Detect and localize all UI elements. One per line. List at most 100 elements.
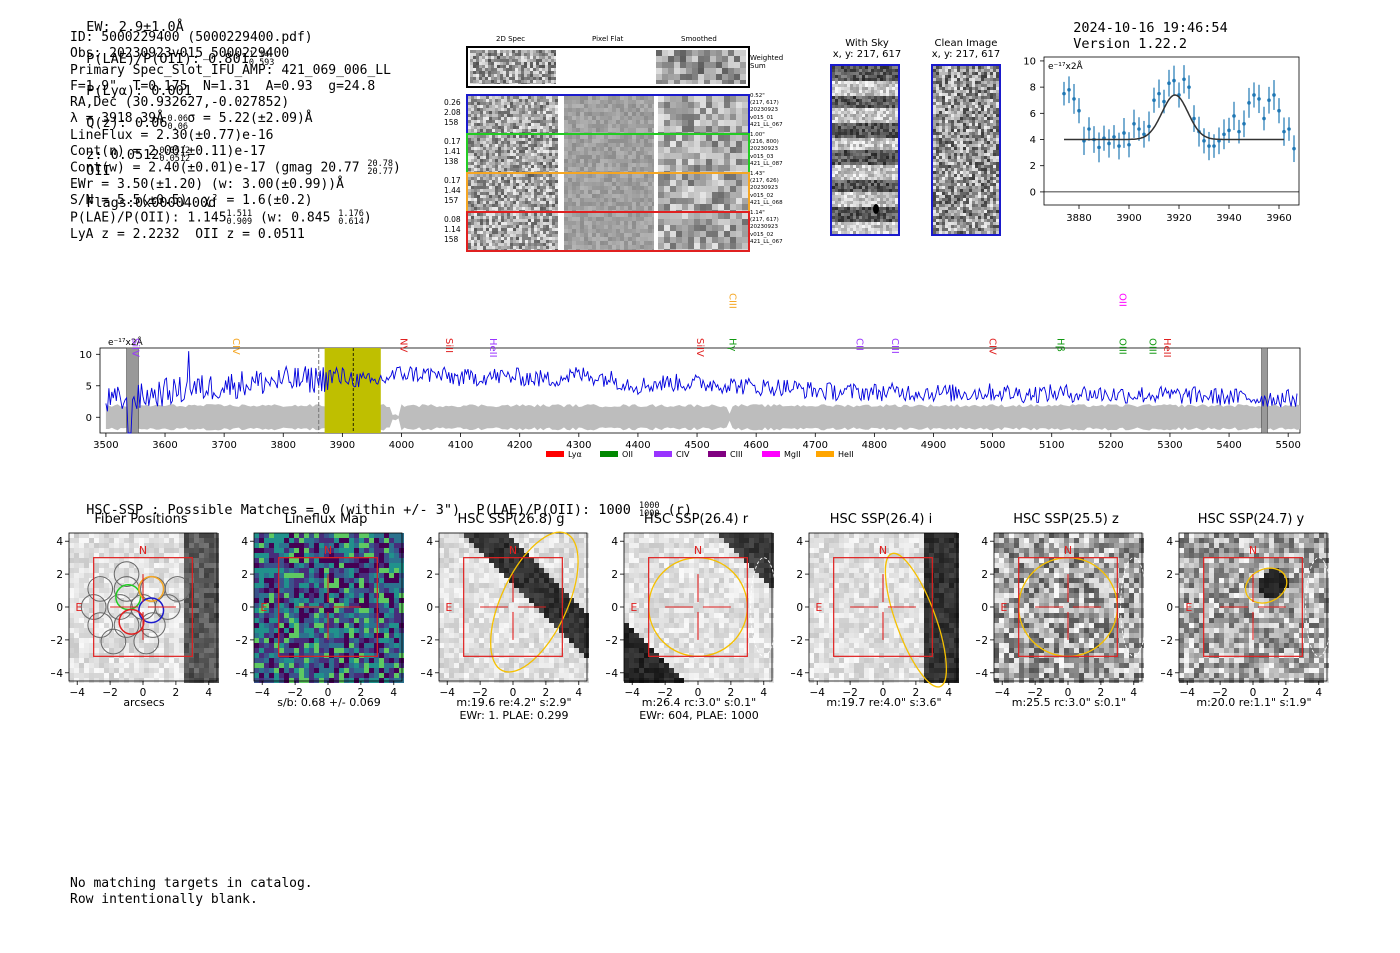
spec2d-weighted-smoothed [656,50,746,86]
hsc-xtick-label: −2 [1027,687,1042,699]
hsc-panel-4: HSC SSP(26.4) r N E −4 −4 −2 −2 0 0 2 2 4 4 m:26.4 rc… [606,512,786,724]
zoom-data-point [1112,135,1116,139]
info-block: ID: 5000229400 (5000229400.pdf) Obs: 202… [70,30,401,243]
hsc-ytick-label: 4 [611,536,618,548]
hsc-panel-6: HSC SSP(25.5) z N E −4 −4 −2 −2 0 0 2 2 4 4 m:25.5 rc… [976,512,1156,724]
spec2d-left-label: 0.17 [444,176,461,185]
hsc-panel-footer-2: EWr: 604, PLAE: 1000 [639,709,759,722]
hsc-ytick-label: −2 [606,635,618,647]
spec2d-right-label: (216, 800) [750,139,779,146]
header-plya: P(Lyα): 0.001 [86,83,192,99]
zoom-data-point [1207,144,1211,148]
fiber-circle [140,612,166,638]
spec2d-right-label: 1.14" [750,210,765,216]
spec2d-row-canvas [468,174,748,211]
with-sky-title: With Sky [845,38,889,49]
footer-line-1: No matching targets in catalog. [70,876,313,891]
info-plae-w: (w: 0.845 [259,210,331,226]
spec2d-row-canvas [468,96,748,133]
spectral-line-label: SiIV [130,338,141,357]
hsc-ytick-label: 2 [1166,569,1173,581]
spec2d-right-label: v015_02 [750,192,774,199]
spectral-line-label: NV [397,338,408,352]
spectral-line-label: CIV [230,338,241,355]
hsc-ytick-label: 2 [796,569,803,581]
spec2d-row-canvas [468,135,748,172]
hsc-xtick-label: 2 [173,687,180,699]
hsc-panel-footer-1: m:19.6 re:4.2" s:2.9" [456,696,572,709]
zoom-data-point [1107,141,1111,146]
zoom-data-point [1117,144,1121,148]
info-obs: Obs: 20230923v015_5000229400 [70,46,290,62]
hsc-xtick-label: −4 [624,687,640,699]
clean-canvas [933,66,999,234]
zoom-data-point [1132,121,1136,126]
spectrum-xtick-label: 5100 [1039,440,1064,451]
hsc-ytick-label: −2 [1161,635,1173,647]
hsc-xtick-label: 2 [1283,687,1290,699]
zoom-data-point [1287,127,1291,131]
with-sky-image [830,64,900,236]
hsc-ytick-label: −2 [791,635,803,647]
hsc-ytick-label: 4 [56,536,63,548]
info-primary: Primary Spec_Slot_IFU_AMP: 421_069_006_L… [70,62,391,78]
zoom-data-point [1062,91,1066,96]
zoom-data-point [1187,85,1191,89]
hsc-panel-1: Fiber Positions N E −4 −4 −2 −2 0 0 2 2 4 4 arcsecs [51,512,231,724]
hsc-panel-footer-1: m:20.0 re:1.1" s:1.9" [1196,696,1312,709]
spec2d-left-label: 0.26 [444,98,461,107]
info-plae: P(LAE)/P(OII): 1.145 [70,210,227,226]
spectral-line-label: CIII [889,338,900,354]
masked-range [126,347,139,434]
spectrum-xtick-label: 3500 [93,440,118,451]
hsc-xtick-label: 0 [325,687,332,699]
fiber-blue [138,597,165,624]
hsc-ytick-label: 4 [1166,536,1173,548]
north-label: N [1249,544,1257,557]
spec2d-col-title-3: Smoothed [681,35,717,43]
spec2d-row-right-labels: 1.43" (217, 626) 20230923 v015_02 421_LL_068 [750,171,806,207]
hsc-cutout-image: N E −4 −4 −2 −2 0 0 2 2 4 4 [606,532,778,699]
zoom-data-point [1152,98,1156,103]
info-plae-hi: 1.511 [226,208,253,219]
spec2d-col-title-1: 2D Spec [496,35,526,43]
legend-swatch [708,451,726,457]
source-ellipse [884,552,948,688]
spec2d-left-label: 1.41 [444,147,461,156]
hsc-xtick-label: −4 [439,687,455,699]
zoom-data-point [1262,116,1266,121]
spectrum-xtick-label: 4200 [507,440,532,451]
north-label: N [879,544,887,557]
hsc-xtick-label: −2 [472,687,487,699]
hsc-ytick-label: 0 [981,602,988,614]
hsc-xtick-label: 4 [575,687,582,699]
hsc-xtick-label: 2 [913,687,920,699]
spec2d-left-label: 158 [444,118,459,127]
zoom-xtick-label: 3900 [1116,213,1141,224]
hsc-ytick-label: 0 [56,602,63,614]
zoom-data-point [1067,87,1071,92]
hsc-ytick-label: −2 [421,635,433,647]
zoom-data-point [1137,127,1141,131]
spec2d-right-label: 421_LL_087 [750,160,783,167]
with-sky-coords: x, y: 217, 617 [832,49,902,60]
zoom-ytick-label: 8 [1030,83,1036,94]
aperture-box [833,557,933,657]
spectral-line-label: SiII [443,338,454,353]
info-params: F=1.9" T=0.175 N=1.31 A=0.93 g=24.8 [70,78,376,94]
zoom-data-point [1072,97,1076,101]
zoom-data-point [1142,132,1146,137]
hsc-ytick-label: 2 [981,569,988,581]
zoom-data-point [1167,81,1171,85]
with-sky-header: With Sky x, y: 217, 617 [830,38,904,60]
header-plae-lo: 0.593 [248,58,275,68]
fiber-circle [164,576,191,602]
hsc-xtick-label: −4 [1179,687,1195,699]
zoom-data-point [1292,146,1296,151]
hsc-panel-5: HSC SSP(26.4) i N E −4 −4 −2 −2 0 0 2 2 4 4 m:19.7 re… [791,512,971,724]
spec2d-row-right-labels: 0.52" (217, 617) 20230923 v015_01 421_LL_067 [750,93,806,129]
zoom-data-point [1267,98,1271,103]
hsc-xtick-label: −4 [994,687,1010,699]
spectrum-xtick-label: 4000 [389,440,414,451]
clean-coords: x, y: 217, 617 [931,49,1001,60]
